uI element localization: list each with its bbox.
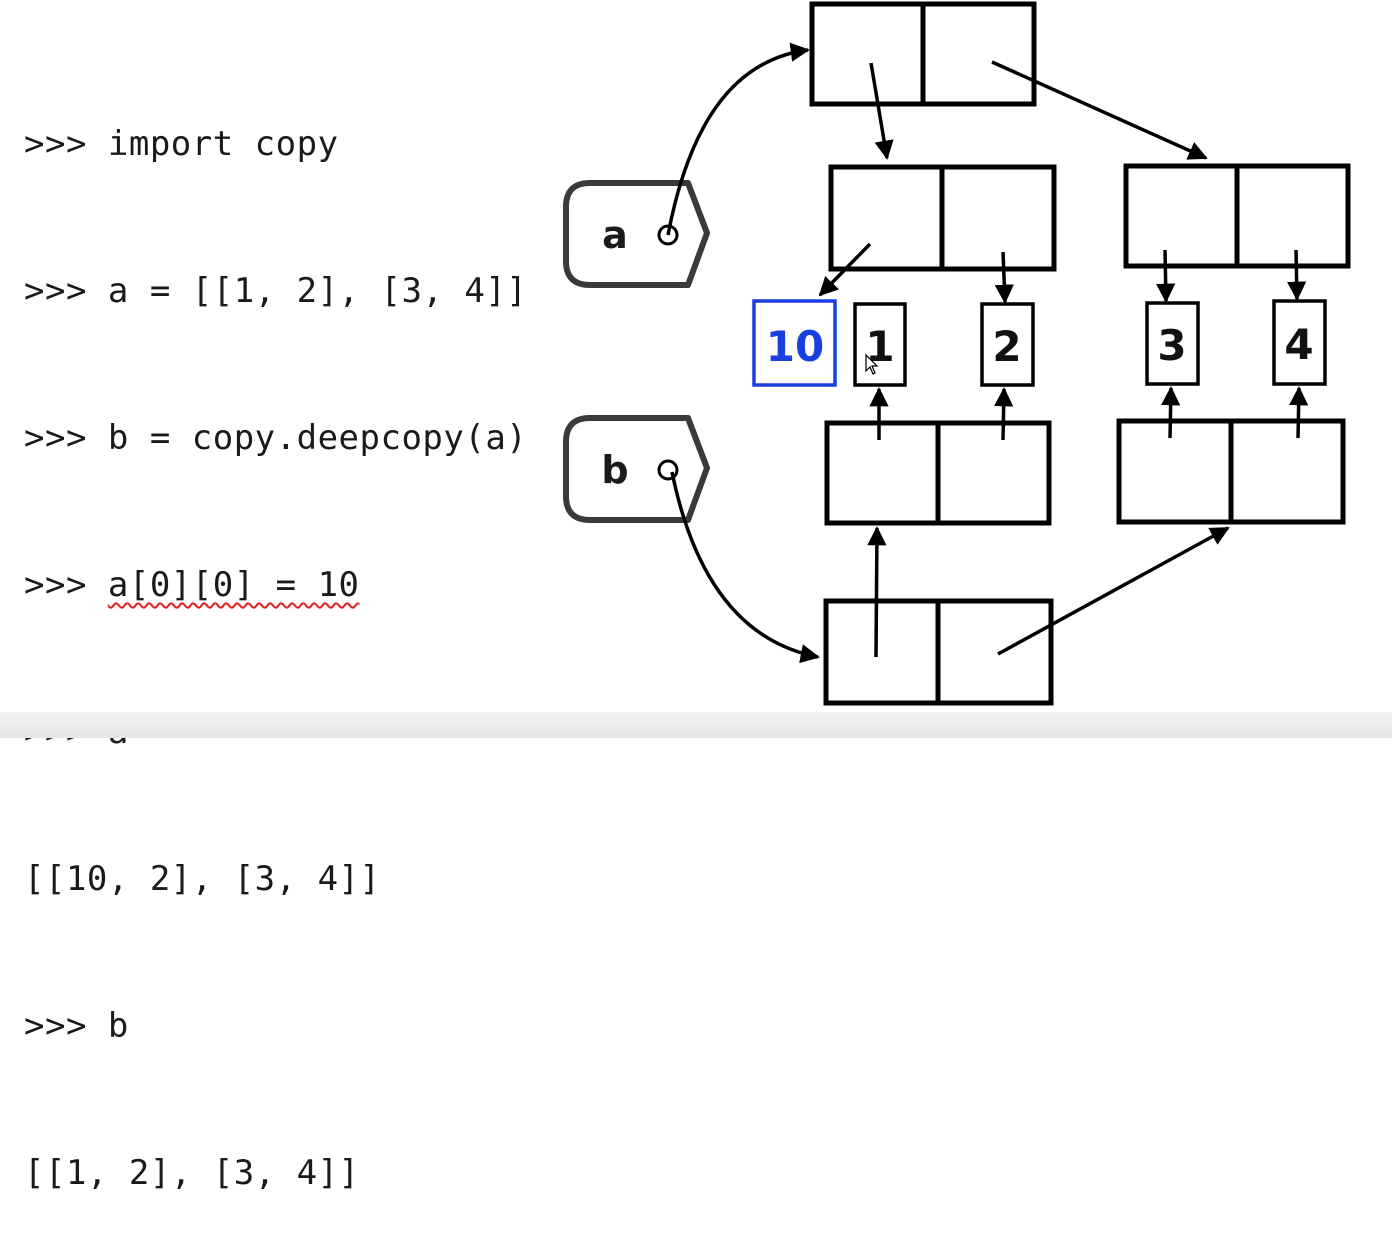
tag-b-label: b — [601, 448, 628, 492]
code-line-7: >>> b — [24, 1006, 129, 1046]
arrow-b-to-outer-list — [670, 471, 820, 664]
inner-list-a-0 — [828, 164, 1057, 272]
outer-list-b — [823, 598, 1054, 706]
arrow-outer-a-to-inner-1 — [991, 60, 1208, 160]
arrow-a-to-outer-list — [666, 42, 810, 236]
arrow-to-value-3 — [1156, 249, 1176, 303]
arrow-b1-to-value-3 — [1161, 386, 1181, 439]
arrow-to-value-4 — [1287, 249, 1307, 301]
value-cell-4: 4 — [1272, 299, 1327, 386]
variable-tag-a: a — [563, 180, 710, 288]
value-cell-1: 1 — [853, 302, 907, 387]
arrow-to-value-2 — [994, 251, 1014, 304]
code-line-1: >>> import copy — [24, 124, 339, 164]
arrow-b0-to-value-2 — [994, 387, 1014, 441]
value-2: 2 — [992, 322, 1021, 371]
prompt: >>> — [24, 565, 108, 605]
inner-list-b-0 — [824, 420, 1052, 526]
value-10: 10 — [766, 322, 824, 371]
outer-list-a — [809, 1, 1037, 107]
value-cell-3: 3 — [1145, 301, 1200, 386]
arrow-outer-b-to-inner-1 — [997, 526, 1230, 656]
highlighted-statement: a[0][0] = 10 — [107, 565, 360, 605]
value-3: 3 — [1157, 321, 1186, 370]
tag-a-label: a — [602, 213, 628, 257]
mouse-cursor-icon — [865, 353, 879, 375]
memory-diagram: a b 10 1 2 — [563, 1, 1351, 706]
arrow-outer-b-to-inner-0 — [867, 526, 887, 658]
arrow-to-value-10 — [818, 242, 872, 297]
arrow-outer-a-to-inner-0 — [869, 62, 894, 160]
code-line-8: [[1, 2], [3, 4]] — [24, 1153, 360, 1193]
value-cell-10: 10 — [752, 299, 837, 387]
inner-list-b-1 — [1116, 418, 1346, 525]
code-line-2: >>> a = [[1, 2], [3, 4]] — [24, 271, 528, 311]
value-cell-2: 2 — [980, 302, 1035, 387]
bottom-bar — [0, 712, 1392, 738]
code-line-4: >>> a[0][0] = 10 — [24, 561, 527, 610]
code-line-3: >>> b = copy.deepcopy(a) — [24, 418, 528, 458]
arrow-b1-to-value-4 — [1289, 386, 1309, 439]
code-line-6: [[10, 2], [3, 4]] — [24, 859, 381, 899]
inner-list-a-1 — [1123, 163, 1351, 269]
value-4: 4 — [1284, 320, 1313, 369]
variable-tag-b: b — [563, 415, 710, 523]
